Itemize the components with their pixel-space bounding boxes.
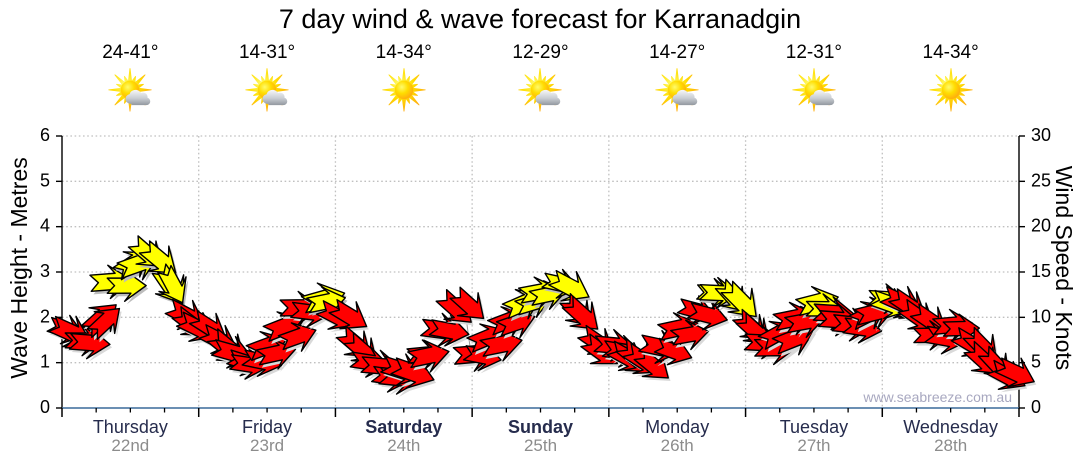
- svg-text:25: 25: [1031, 170, 1051, 190]
- svg-text:4: 4: [40, 216, 50, 236]
- svg-text:10: 10: [1031, 306, 1051, 326]
- svg-text:0: 0: [1031, 397, 1041, 417]
- svg-text:15: 15: [1031, 261, 1051, 281]
- svg-text:1: 1: [40, 352, 50, 372]
- svg-text:5: 5: [40, 170, 50, 190]
- svg-text:30: 30: [1031, 125, 1051, 145]
- svg-text:6: 6: [40, 125, 50, 145]
- svg-text:0: 0: [40, 397, 50, 417]
- svg-text:3: 3: [40, 261, 50, 281]
- svg-text:20: 20: [1031, 216, 1051, 236]
- svg-text:5: 5: [1031, 352, 1041, 372]
- svg-text:2: 2: [40, 306, 50, 326]
